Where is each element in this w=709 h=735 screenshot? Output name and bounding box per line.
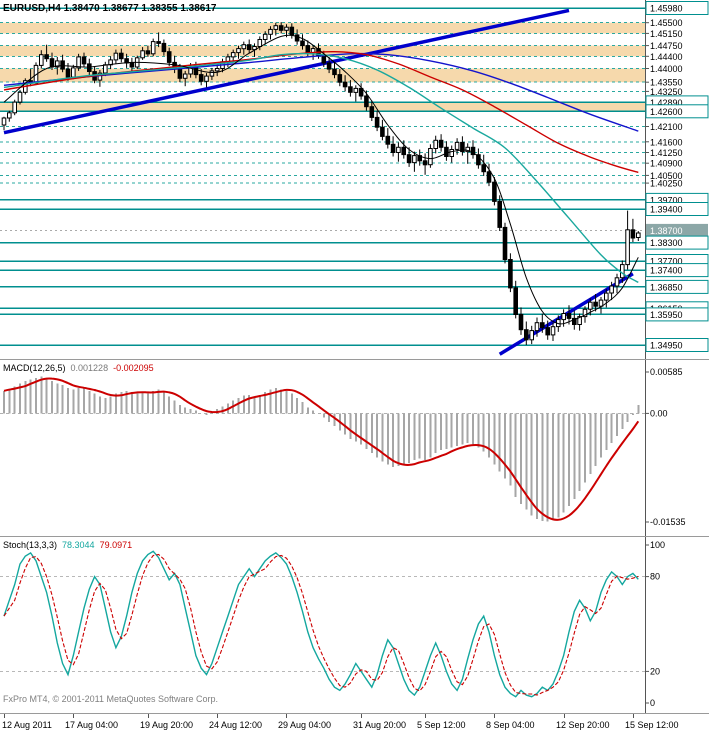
- time-tick: [217, 714, 218, 718]
- macd-main-value: 0.001228: [70, 363, 109, 373]
- time-label: 12 Aug 2011: [2, 720, 52, 730]
- price-label: 1.42890: [650, 98, 683, 108]
- price-label: 1.44400: [650, 52, 683, 62]
- stoch-main-value: 78.3044: [62, 540, 95, 550]
- time-label: 31 Aug 20:00: [353, 720, 407, 730]
- price-label: 1.41250: [650, 148, 683, 158]
- time-label: 19 Aug 20:00: [140, 720, 194, 730]
- macd-signal-line: [3, 377, 640, 521]
- time-label: 12 Sep 20:00: [556, 720, 610, 730]
- price-label: 1.40500: [650, 171, 683, 181]
- candles: [1, 22, 641, 345]
- price-label: 1.36850: [650, 282, 683, 292]
- macd-scale-label: 0.00: [650, 408, 668, 418]
- time-tick: [4, 714, 5, 718]
- stoch-scale-label: 0: [650, 698, 655, 708]
- time-tick: [494, 714, 495, 718]
- main-chart-panel: 1.45980 1.45500 1.45150 1.44750 1.44400 1.440…: [0, 0, 709, 359]
- time-label: 5 Sep 12:00: [417, 720, 466, 730]
- price-label: 1.39400: [650, 205, 683, 215]
- panel-separator: [0, 536, 709, 537]
- ma-teal-fast: [3, 52, 639, 284]
- time-tick: [425, 714, 426, 718]
- current-price-label: 1.38700: [650, 226, 683, 236]
- price-label: 1.38300: [650, 238, 683, 248]
- time-axis[interactable]: 12 Aug 2011 17 Aug 04:00 19 Aug 20:00 24 Au…: [0, 714, 709, 735]
- chart-title: EURUSD,H4 1.38470 1.38677 1.38355 1.3861…: [3, 3, 217, 14]
- stoch-scale-label: 80: [650, 572, 660, 582]
- macd-histogram: [3, 376, 640, 522]
- price-label: 1.34950: [650, 341, 683, 351]
- stoch-signal-line: [3, 553, 639, 696]
- macd-scale-label: -0.01535: [650, 517, 686, 527]
- stochastic-panel: 100 80 20 0 Stoch(13,3,3) 78.3044 79.0971 F…: [0, 537, 709, 713]
- stoch-signal-value: 79.0971: [99, 540, 133, 550]
- price-label: 1.37700: [650, 257, 683, 267]
- price-label: 1.40250: [650, 179, 683, 189]
- resistance-bands: [0, 22, 645, 112]
- time-tick: [564, 714, 565, 718]
- time-tick: [633, 714, 634, 718]
- price-label: 1.45150: [650, 29, 683, 39]
- price-label: 1.43550: [650, 78, 683, 88]
- trendline-1[interactable]: [3, 8, 570, 135]
- price-label: 1.45980: [650, 4, 683, 14]
- ma-red-medium: [3, 50, 639, 174]
- stoch-scale-label: 20: [650, 666, 660, 676]
- price-gridlines: [0, 7, 645, 346]
- macd-label: MACD(12,26,5) 0.001228 -0.002095: [3, 363, 154, 373]
- stoch-scale-label: 100: [650, 540, 665, 550]
- price-label: 1.35950: [650, 310, 683, 320]
- price-label: 1.41600: [650, 137, 683, 147]
- ma-blue-slow: [3, 52, 639, 132]
- time-tick: [361, 714, 362, 718]
- time-label: 24 Aug 12:00: [209, 720, 263, 730]
- time-label: 8 Sep 04:00: [486, 720, 535, 730]
- panel-separator: [0, 713, 709, 714]
- stoch-main-line: [3, 550, 639, 698]
- stoch-label: Stoch(13,3,3) 78.3044 79.0971: [3, 540, 132, 550]
- price-label: 1.44000: [650, 64, 683, 74]
- copyright: FxPro MT4, © 2001-2011 MetaQuotes Softwa…: [3, 694, 219, 704]
- price-label: 1.42100: [650, 122, 683, 132]
- ma-black-fastest: [3, 34, 639, 325]
- time-tick: [286, 714, 287, 718]
- stochastic-canvas[interactable]: 100 80 20 0: [0, 537, 709, 713]
- price-label: 1.45500: [650, 18, 683, 28]
- macd-scale-label: 0.00585: [650, 367, 683, 377]
- macd-signal-value: -0.002095: [113, 363, 154, 373]
- time-label: 15 Sep 12:00: [625, 720, 679, 730]
- macd-panel: 0.00585 0.00 -0.01535 MACD(12,26,5) 0.0012…: [0, 360, 709, 536]
- price-label: 1.44750: [650, 41, 683, 51]
- stoch-name: Stoch(13,3,3): [3, 540, 58, 550]
- current-price-box: [646, 223, 708, 237]
- price-label: 1.42600: [650, 107, 683, 117]
- macd-canvas[interactable]: 0.00585 0.00 -0.01535: [0, 360, 709, 536]
- price-label: 1.39700: [650, 195, 683, 205]
- price-label: 1.43250: [650, 87, 683, 97]
- time-label: 29 Aug 04:00: [278, 720, 332, 730]
- time-tick: [148, 714, 149, 718]
- macd-name: MACD(12,26,5): [3, 363, 66, 373]
- time-label: 17 Aug 04:00: [65, 720, 119, 730]
- price-label: 1.37400: [650, 266, 683, 276]
- panel-separator: [0, 359, 709, 360]
- price-label: 1.40900: [650, 159, 683, 169]
- time-tick: [73, 714, 74, 718]
